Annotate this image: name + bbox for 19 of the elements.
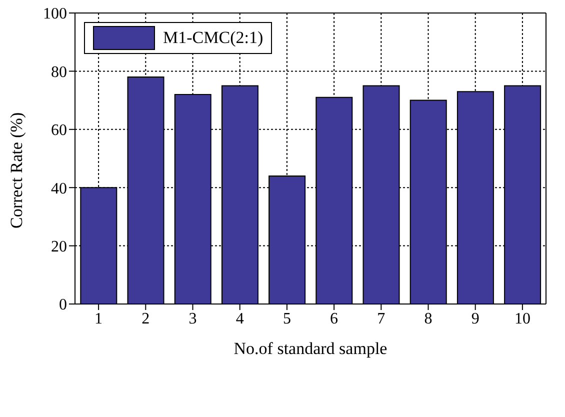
x-tick-label: 2 [142,310,150,328]
x-tick-label: 5 [282,310,291,328]
y-tick-label: 0 [59,296,67,314]
y-tick-label: 20 [51,238,67,256]
x-tick-label: 7 [377,310,386,328]
x-tick-label: 8 [424,310,432,328]
x-tick-label: 4 [236,310,244,328]
x-tick-label: 9 [471,310,480,328]
x-axis-title: No.of standard sample [234,339,388,358]
x-tick-label: 10 [514,310,530,328]
x-tick-label: 3 [188,310,197,328]
y-tick-label: 40 [51,180,67,198]
x-tick-label: 6 [330,310,338,328]
x-tick-label: 1 [94,310,103,328]
y-tick-label: 80 [51,64,67,81]
legend-label: M1-CMC(2:1) [163,28,264,48]
y-tick-label: 100 [43,6,67,23]
y-axis-title: Correct Rate (%) [7,112,26,228]
y-tick-label: 60 [51,122,67,140]
